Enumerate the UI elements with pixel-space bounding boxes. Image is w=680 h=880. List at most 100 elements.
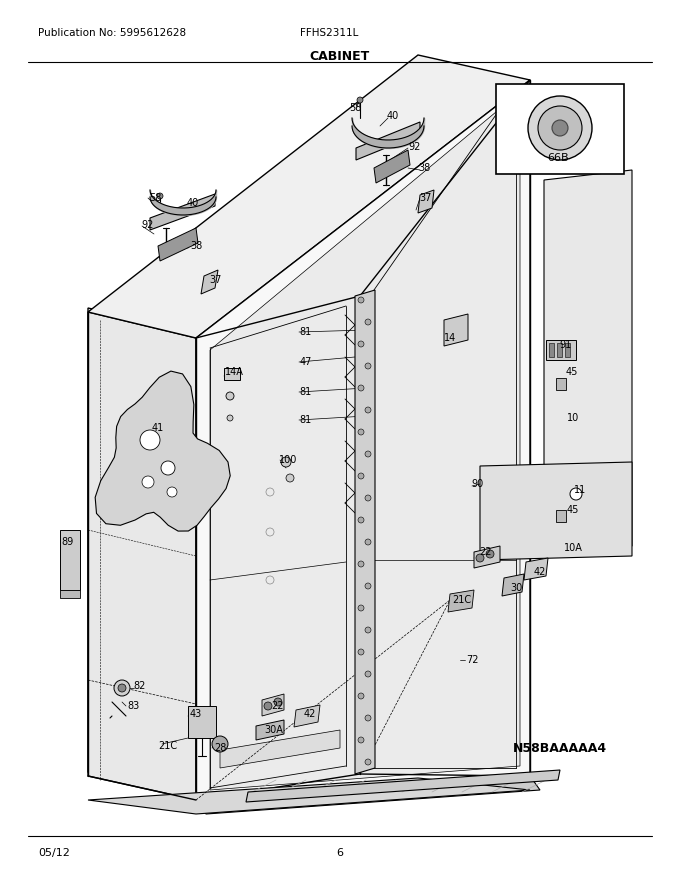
Polygon shape	[60, 590, 80, 598]
Text: Publication No: 5995612628: Publication No: 5995612628	[38, 28, 186, 38]
Polygon shape	[88, 778, 530, 814]
Text: 22: 22	[480, 547, 492, 557]
Text: 81: 81	[300, 415, 312, 425]
Text: CABINET: CABINET	[310, 50, 370, 63]
Text: 22: 22	[272, 701, 284, 711]
Circle shape	[358, 385, 364, 391]
Text: 91: 91	[560, 340, 572, 350]
Polygon shape	[196, 80, 530, 800]
Bar	[546, 340, 576, 360]
Text: 92: 92	[409, 142, 421, 152]
Text: 10: 10	[567, 413, 579, 423]
Text: 21C: 21C	[158, 741, 177, 751]
Text: 83: 83	[127, 701, 139, 711]
Polygon shape	[88, 55, 530, 338]
Text: 41: 41	[152, 423, 164, 433]
Polygon shape	[556, 510, 566, 522]
Circle shape	[538, 106, 582, 150]
Circle shape	[286, 474, 294, 482]
Text: 45: 45	[566, 367, 578, 377]
Polygon shape	[201, 270, 218, 294]
Text: 10A: 10A	[564, 543, 583, 553]
Text: 92: 92	[142, 220, 154, 230]
Circle shape	[365, 715, 371, 721]
Polygon shape	[374, 150, 410, 183]
Circle shape	[358, 737, 364, 743]
Circle shape	[118, 684, 126, 692]
Text: N58BAAAAA4: N58BAAAAA4	[513, 742, 607, 754]
Text: 100: 100	[279, 455, 297, 465]
Polygon shape	[480, 462, 632, 560]
Text: 14: 14	[444, 333, 456, 343]
Circle shape	[212, 736, 228, 752]
Text: 82: 82	[134, 681, 146, 691]
Text: 38: 38	[418, 163, 430, 173]
Circle shape	[358, 429, 364, 435]
Text: 47: 47	[300, 357, 312, 367]
Text: 45: 45	[567, 505, 579, 515]
Circle shape	[365, 363, 371, 369]
Polygon shape	[474, 546, 500, 568]
Polygon shape	[356, 122, 420, 160]
Circle shape	[226, 392, 234, 400]
Text: 90: 90	[472, 479, 484, 489]
Text: 58: 58	[149, 193, 161, 203]
Polygon shape	[220, 730, 340, 768]
Polygon shape	[355, 290, 375, 774]
Bar	[224, 368, 240, 380]
Circle shape	[365, 627, 371, 633]
Polygon shape	[150, 194, 215, 230]
Bar	[60, 530, 80, 590]
Polygon shape	[88, 308, 200, 800]
Circle shape	[358, 693, 364, 699]
Circle shape	[161, 461, 175, 475]
Text: 37: 37	[210, 275, 222, 285]
Circle shape	[365, 583, 371, 589]
Circle shape	[528, 96, 592, 160]
Polygon shape	[502, 574, 524, 596]
Text: 89: 89	[62, 537, 74, 547]
Text: 81: 81	[300, 327, 312, 337]
Circle shape	[365, 407, 371, 413]
Circle shape	[227, 415, 233, 421]
Polygon shape	[246, 770, 560, 802]
Text: 42: 42	[304, 709, 316, 719]
Polygon shape	[256, 720, 284, 740]
Polygon shape	[88, 312, 196, 800]
Circle shape	[357, 97, 363, 103]
Circle shape	[358, 473, 364, 479]
Circle shape	[365, 539, 371, 545]
Bar	[188, 706, 216, 738]
Text: 42: 42	[534, 567, 546, 577]
Polygon shape	[262, 694, 284, 716]
Text: 6: 6	[337, 848, 343, 858]
Circle shape	[358, 605, 364, 611]
Polygon shape	[418, 190, 434, 213]
Circle shape	[365, 671, 371, 677]
Circle shape	[140, 430, 160, 450]
Text: 14A: 14A	[224, 367, 243, 377]
Polygon shape	[448, 590, 474, 612]
Polygon shape	[158, 228, 198, 261]
Circle shape	[476, 554, 484, 562]
Bar	[557, 343, 562, 357]
Text: 72: 72	[466, 655, 478, 665]
Text: 28: 28	[214, 743, 226, 753]
Circle shape	[486, 550, 494, 558]
Text: 05/12: 05/12	[38, 848, 70, 858]
Text: 58: 58	[349, 103, 361, 113]
Polygon shape	[444, 314, 468, 346]
Text: 11: 11	[574, 485, 586, 495]
Text: 40: 40	[387, 111, 399, 121]
Circle shape	[365, 451, 371, 457]
Circle shape	[570, 488, 582, 500]
Text: 37: 37	[420, 193, 432, 203]
Circle shape	[358, 297, 364, 303]
Circle shape	[264, 702, 272, 710]
Text: 81: 81	[300, 387, 312, 397]
Text: 66B: 66B	[547, 153, 568, 163]
Circle shape	[358, 561, 364, 567]
Circle shape	[114, 680, 130, 696]
Polygon shape	[95, 371, 231, 532]
Circle shape	[358, 341, 364, 347]
